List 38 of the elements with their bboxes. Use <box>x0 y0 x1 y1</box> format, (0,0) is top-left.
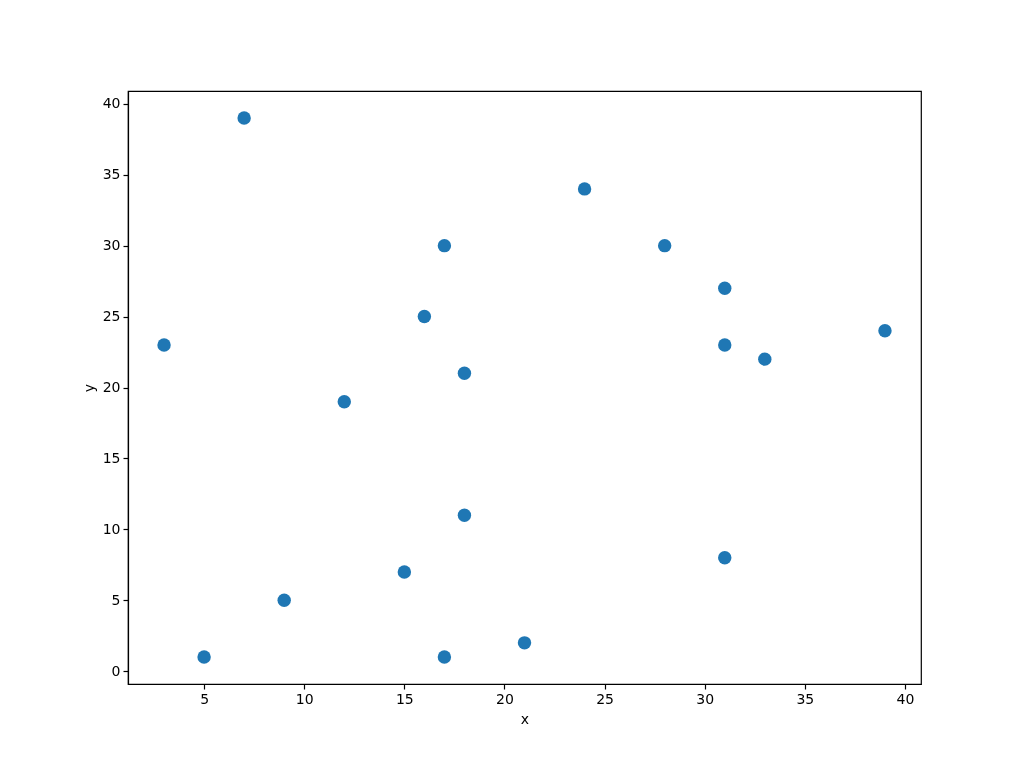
point <box>437 650 452 664</box>
point <box>437 238 452 253</box>
point <box>277 593 291 607</box>
point <box>457 508 472 522</box>
point <box>517 636 532 650</box>
point <box>718 281 732 295</box>
point <box>758 352 772 366</box>
point <box>718 551 732 565</box>
point <box>417 309 432 324</box>
x-tick-label: 5 <box>200 690 210 707</box>
point <box>457 366 472 381</box>
x-tick-label: 30 <box>696 690 715 707</box>
point <box>237 111 251 125</box>
point <box>157 338 171 352</box>
y-tick-label: 0 <box>111 662 121 679</box>
y-tick-label: 35 <box>102 166 121 183</box>
x-tick-label: 25 <box>596 690 615 707</box>
point <box>397 565 412 579</box>
point <box>718 338 732 352</box>
x-axis-title: x <box>520 710 530 727</box>
y-tick-label: 5 <box>111 591 121 608</box>
x-tick-label: 40 <box>896 690 915 707</box>
y-tick-label: 40 <box>102 95 121 112</box>
y-tick-label: 25 <box>102 308 121 325</box>
y-tick-label: 15 <box>102 449 121 466</box>
y-tick-label: 30 <box>102 237 121 254</box>
point <box>197 650 211 664</box>
point <box>657 238 672 253</box>
y-axis-title: y <box>80 383 97 393</box>
x-tick-label: 10 <box>295 690 314 707</box>
point <box>337 394 351 409</box>
x-tick-label: 20 <box>496 690 514 707</box>
point <box>577 182 592 196</box>
point <box>878 324 892 338</box>
y-tick-label: 20 <box>102 379 121 395</box>
y-tick-label: 10 <box>102 520 121 537</box>
x-tick-label: 15 <box>395 690 414 707</box>
x-tick-label: 35 <box>796 690 815 707</box>
